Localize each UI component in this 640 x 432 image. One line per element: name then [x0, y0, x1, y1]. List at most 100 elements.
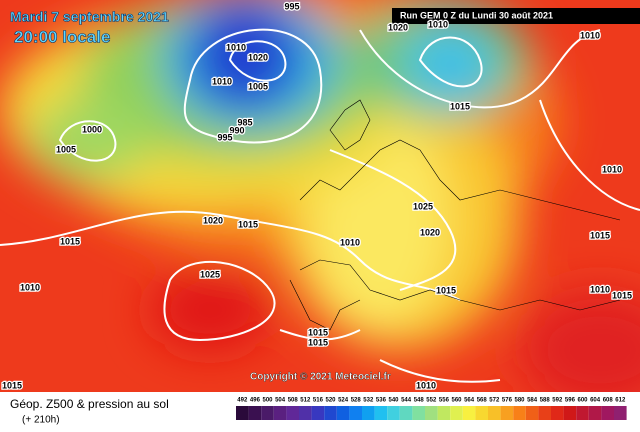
isobar-label: 1010	[602, 164, 622, 174]
legend-tick: 580	[514, 398, 525, 404]
legend-swatch	[488, 406, 501, 420]
legend-swatch	[500, 406, 514, 420]
isobar-label: 1010	[20, 282, 40, 292]
isobar-label: 1010	[590, 284, 610, 294]
legend-swatch	[399, 406, 413, 420]
legend-swatch	[551, 406, 564, 420]
field	[0, 0, 640, 392]
legend-swatch	[324, 406, 337, 420]
legend-swatch	[374, 406, 388, 420]
legend-swatch	[412, 406, 425, 420]
legend: 492 496 500 504 508 512 516 520 524 528 532 536 540 5…	[236, 398, 627, 420]
legend-swatch	[248, 406, 262, 420]
legend-tick: 524	[338, 398, 349, 404]
time: 20:00 locale	[14, 27, 110, 46]
isobar-label: 990	[229, 125, 244, 135]
isobar-label: 1015	[308, 327, 328, 337]
legend-swatch	[273, 406, 287, 420]
isobar-label: 1015	[308, 337, 328, 347]
legend-lead: (+ 210h)	[22, 415, 60, 426]
legend-swatch	[525, 406, 539, 420]
legend-swatch	[425, 406, 438, 420]
legend-tick: 608	[603, 398, 614, 404]
isobar-label: 985	[237, 117, 252, 127]
isobar-label: 1000	[82, 124, 102, 134]
legend-swatch	[601, 406, 614, 420]
legend-tick: 512	[300, 398, 311, 404]
legend-tick: 496	[250, 398, 261, 404]
legend-tick: 492	[237, 398, 248, 404]
legend-tick: 584	[527, 398, 538, 404]
legend-tick: 540	[388, 398, 399, 404]
isobar-label: 1020	[248, 52, 268, 62]
legend-tick: 592	[552, 398, 563, 404]
legend-swatch	[437, 406, 451, 420]
isobar-label: 1010	[212, 76, 232, 86]
isobar-label: 1010	[580, 30, 600, 40]
legend-tick: 516	[313, 398, 324, 404]
legend-swatch	[311, 406, 325, 420]
legend-swatch	[513, 406, 526, 420]
legend-tick: 544	[401, 398, 412, 404]
legend-tick: 560	[451, 398, 462, 404]
legend-swatch	[538, 406, 551, 420]
isobar-label: 1015	[450, 101, 470, 111]
isobar-label: 1015	[238, 219, 258, 229]
legend-swatch	[286, 406, 299, 420]
legend-tick: 596	[565, 398, 576, 404]
legend-tick: 528	[351, 398, 362, 404]
isobar-label: 1010	[416, 380, 436, 390]
legend-title: Géop. Z500 & pression au sol	[10, 397, 169, 411]
isobar-label: 1015	[612, 290, 632, 300]
legend-tick: 508	[288, 398, 299, 404]
legend-swatch	[387, 406, 400, 420]
legend-tick: 568	[477, 398, 488, 404]
legend-tick: 612	[615, 398, 626, 404]
legend-swatch	[261, 406, 274, 420]
isobar-label: 1015	[436, 285, 456, 295]
isobar-label: 1015	[590, 230, 610, 240]
run: Run GEM 0 Z du Lundi 30 août 2021	[400, 10, 553, 20]
isobar-label: 1005	[56, 144, 76, 154]
legend-swatch	[299, 406, 312, 420]
coastlines	[289, 99, 621, 331]
isobar-label: 1025	[413, 201, 433, 211]
legend-tick: 588	[540, 398, 551, 404]
isobar-label: 1025	[200, 269, 220, 279]
legend-tick: 500	[262, 398, 273, 404]
legend-swatch	[475, 406, 488, 420]
legend-tick: 520	[325, 398, 336, 404]
legend-swatch	[563, 406, 577, 420]
legend-swatch	[236, 406, 249, 420]
legend-swatch	[576, 406, 589, 420]
isobar-label: 1020	[420, 227, 440, 237]
legend-tick: 600	[577, 398, 588, 404]
run-box	[392, 8, 640, 24]
isobar-label: 995	[217, 132, 232, 142]
legend-swatch	[588, 406, 602, 420]
isobar-label: 1010	[226, 42, 246, 52]
date: Mardi 7 septembre 2021	[10, 9, 169, 25]
isobar-label: 1015	[60, 236, 80, 246]
legend-tick: 504	[275, 398, 286, 404]
isobar-label: 995	[284, 1, 299, 11]
isobar-label: 1020	[203, 215, 223, 225]
legend-tick: 532	[363, 398, 374, 404]
legend-swatch	[614, 406, 627, 420]
isobar-label: 1010	[340, 237, 360, 247]
legend-tick: 556	[439, 398, 450, 404]
isobar-label: 1010	[428, 19, 448, 29]
isobar-lines	[0, 28, 640, 383]
legend-tick: 564	[464, 398, 475, 404]
legend-tick: 572	[489, 398, 500, 404]
copyright: Copyright © 2021 Meteociel.fr	[250, 372, 391, 383]
legend-swatch	[336, 406, 350, 420]
legend-tick: 552	[426, 398, 437, 404]
legend-swatch	[462, 406, 476, 420]
legend-tick: 536	[376, 398, 387, 404]
legend-swatch	[450, 406, 463, 420]
isobar-label: 1020	[388, 22, 408, 32]
legend-swatch	[349, 406, 362, 420]
